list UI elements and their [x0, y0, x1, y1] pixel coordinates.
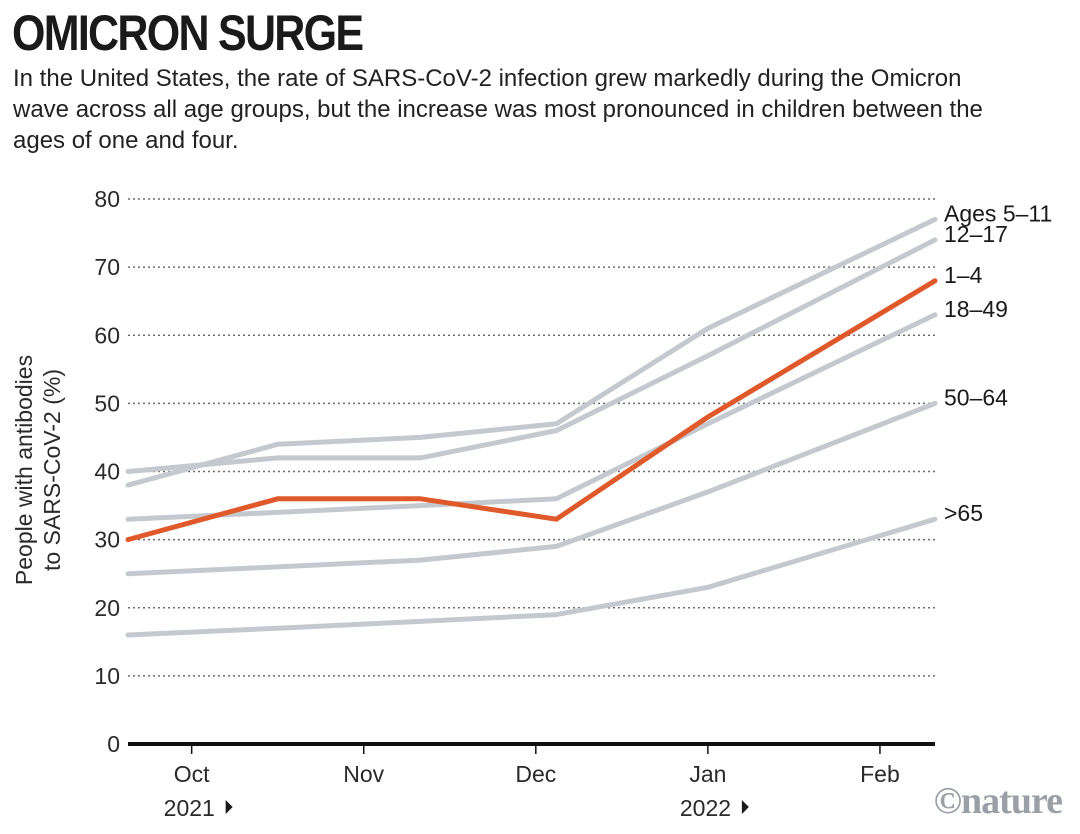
- y-tick-label-80: 80: [94, 186, 120, 212]
- series-line-12-17: [125, 237, 938, 474]
- y-tick-label-40: 40: [94, 459, 120, 485]
- y-tick-label-50: 50: [94, 390, 120, 416]
- y-tick-label-10: 10: [94, 663, 120, 689]
- y-tick-label-30: 30: [94, 527, 120, 553]
- y-tick-label-20: 20: [94, 595, 120, 621]
- x-tick-label-oct: Oct: [174, 761, 210, 787]
- y-axis-title-line-2: to SARS-CoV-2 (%): [39, 369, 65, 571]
- year-marker-icon-2021: [225, 800, 233, 814]
- year-label-2022: 2022: [680, 795, 731, 821]
- y-tick-label-70: 70: [94, 254, 120, 280]
- series-label-12-17: 12–17: [944, 221, 1008, 247]
- series-label-50-64: 50–64: [944, 384, 1008, 410]
- y-tick-label-60: 60: [94, 322, 120, 348]
- nature-credit: ©nature: [933, 780, 1063, 822]
- year-marker-icon-2022: [741, 800, 749, 814]
- y-axis-title-line-1: People with antibodies: [11, 355, 37, 585]
- series-line-ages-5-11: [125, 216, 938, 488]
- series-label-ages-5-11: Ages 5–11: [944, 200, 1052, 226]
- chart-title: OMICRON SURGE: [12, 5, 364, 61]
- series-line-over-65: [125, 516, 938, 638]
- x-tick-label-jan: Jan: [689, 761, 726, 787]
- series-label-over-65: >65: [944, 500, 983, 526]
- chart-subtitle: In the United States, the rate of SARS-C…: [13, 65, 983, 154]
- x-tick-label-dec: Dec: [515, 761, 556, 787]
- series-line-18-49: [125, 312, 938, 522]
- year-label-2021: 2021: [164, 795, 215, 821]
- x-tick-label-nov: Nov: [343, 761, 384, 787]
- series-line-50-64: [125, 400, 938, 577]
- series-label-18-49: 18–49: [944, 296, 1008, 322]
- series-label-1-4: 1–4: [944, 262, 983, 288]
- series-line-1-4: [125, 278, 938, 543]
- x-tick-label-feb: Feb: [860, 761, 900, 787]
- y-tick-label-0: 0: [107, 731, 120, 757]
